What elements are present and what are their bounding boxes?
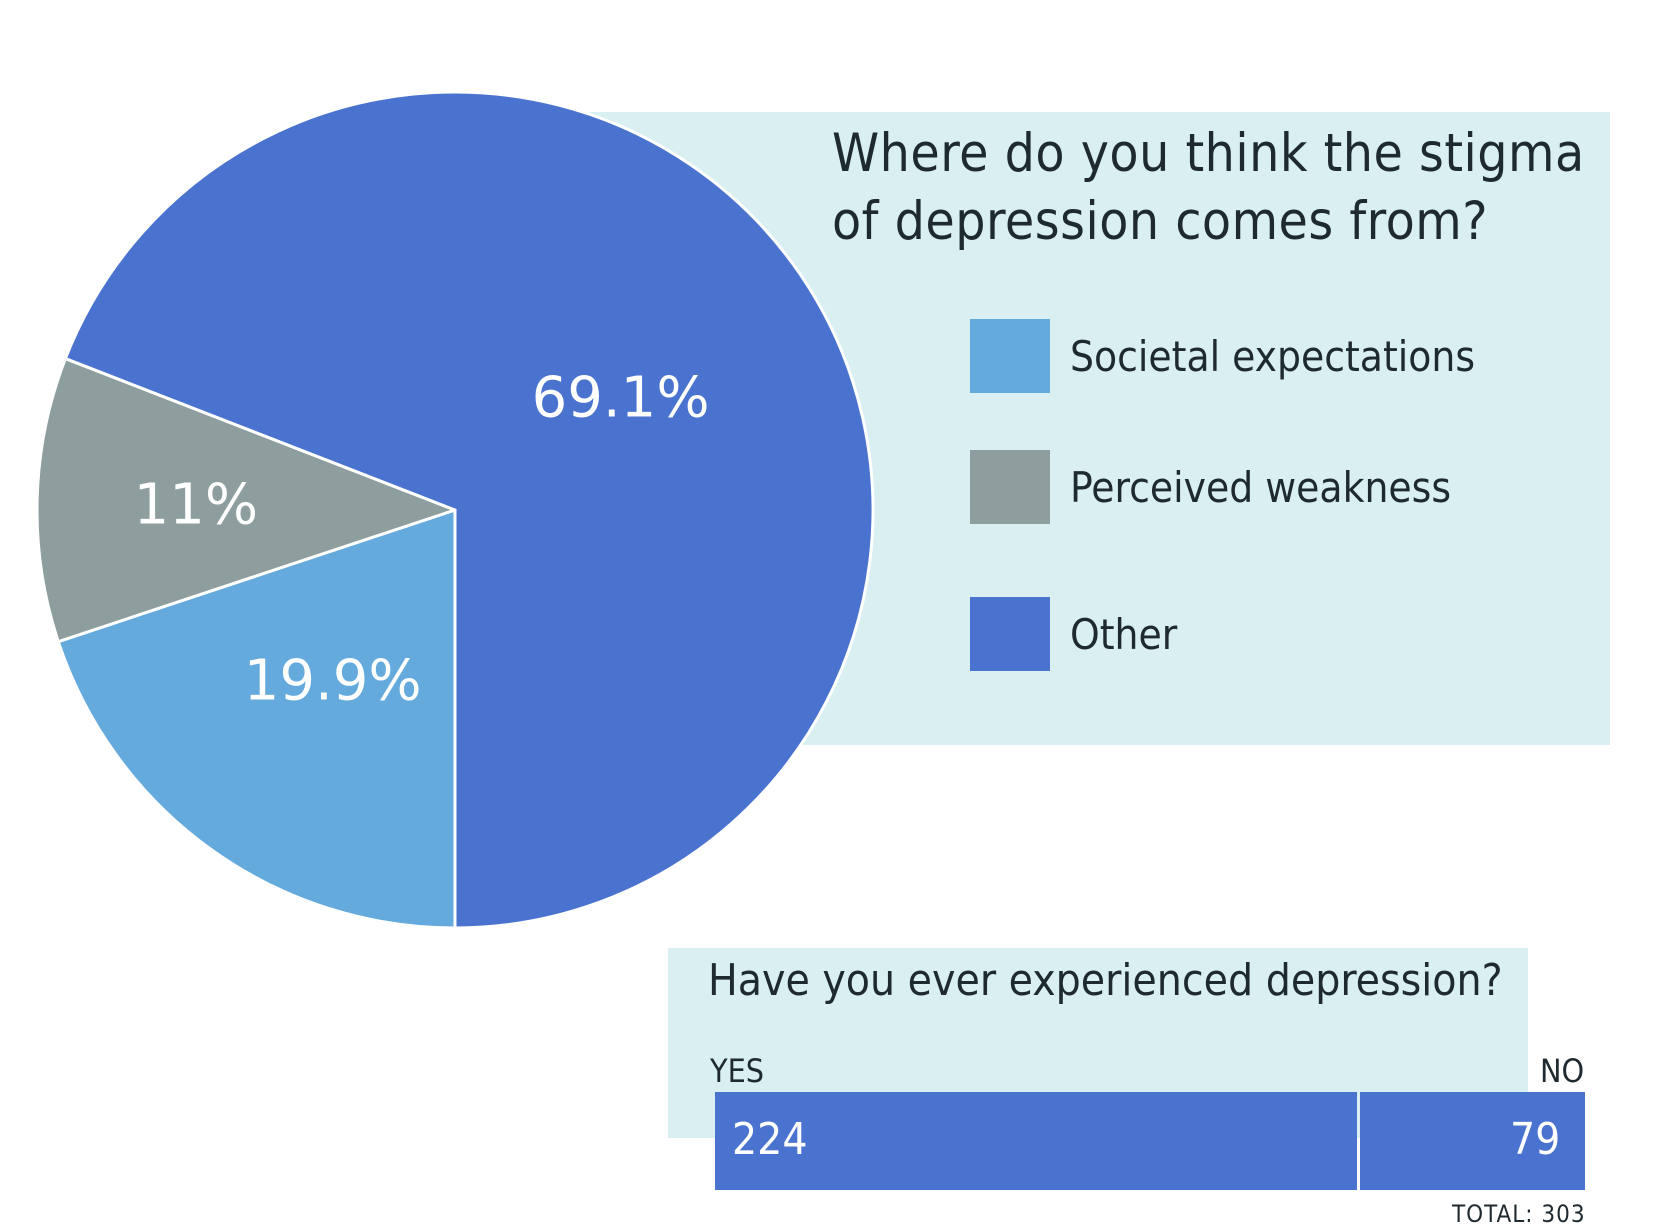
bar-segment-no	[1359, 1092, 1585, 1190]
legend-swatch-other	[970, 597, 1050, 671]
bar-total-label: TOTAL: 303	[1452, 1200, 1586, 1228]
pie-slice-label-perceived-weakness: 11%	[134, 472, 258, 537]
legend-item-other: Other	[970, 597, 1177, 671]
bar-category-label-no: NO	[1540, 1052, 1585, 1090]
pie-slice-label-other: 69.1%	[532, 366, 710, 431]
legend-label-other: Other	[1070, 609, 1178, 659]
bar-value-label-no: 79	[1510, 1114, 1561, 1165]
legend-item-perceived-weakness: Perceived weakness	[970, 450, 1451, 524]
bar-chart-title: Have you ever experienced depression?	[708, 955, 1503, 1006]
bar-category-label-yes: YES	[710, 1052, 765, 1090]
pie-slice-other	[63, 90, 875, 930]
pie-slice-perceived-weakness	[35, 356, 460, 644]
legend-swatch-societal-expectations	[970, 319, 1050, 393]
bar-segment-yes	[715, 1092, 1357, 1190]
pie-slice-societal-expectations	[56, 507, 457, 930]
pie-chart-title: Where do you think the stigma of depress…	[832, 123, 1585, 252]
bar-value-label-yes: 224	[732, 1114, 808, 1165]
legend-swatch-perceived-weakness	[970, 450, 1050, 524]
pie-slice-label-societal-expectations: 19.9%	[244, 648, 422, 713]
legend-label-societal-expectations: Societal expectations	[1070, 331, 1476, 381]
legend-item-societal-expectations: Societal expectations	[970, 319, 1475, 393]
legend-label-perceived-weakness: Perceived weakness	[1070, 462, 1452, 512]
